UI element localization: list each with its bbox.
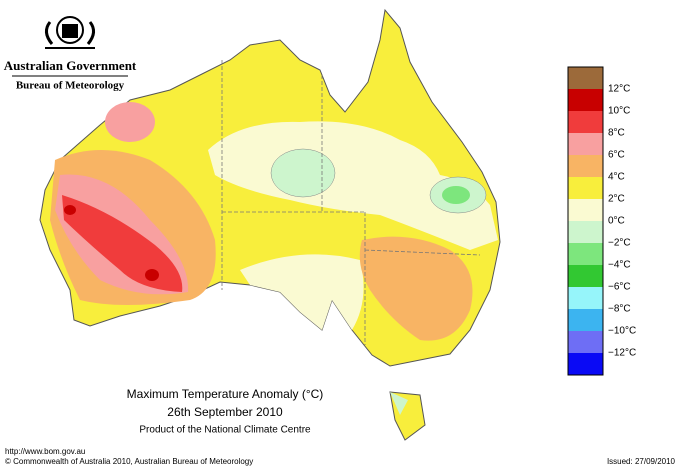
legend-label: 6°C — [608, 150, 625, 161]
legend-label: 12°C — [608, 84, 630, 95]
legend-label: 10°C — [608, 106, 630, 117]
bureau-name: Bureau of Meteorology — [16, 80, 125, 92]
government-name: Australian Government — [4, 58, 137, 73]
legend-swatch — [568, 287, 603, 309]
map-credit: Product of the National Climate Centre — [139, 425, 311, 436]
url: http://www.bom.gov.au — [5, 447, 85, 456]
legend-swatch — [568, 199, 603, 221]
legend-label: 4°C — [608, 172, 625, 183]
logo — [45, 16, 95, 49]
legend-label: −12°C — [608, 348, 636, 359]
legend-swatch — [568, 111, 603, 133]
legend-label: −8°C — [608, 304, 631, 315]
legend-swatch — [568, 221, 603, 243]
legend-swatch — [568, 133, 603, 155]
legend-swatch — [568, 243, 603, 265]
legend-swatch — [568, 155, 603, 177]
legend-swatch — [568, 309, 603, 331]
legend-swatch — [568, 89, 603, 111]
legend-swatch — [568, 265, 603, 287]
legend: 12°C 10°C 8°C 6°C 4°C 2°C 0°C −2°C −4°C −6°C −8°C −… — [567, 66, 636, 376]
australia-map — [39, 8, 501, 441]
legend-label: 2°C — [608, 194, 625, 205]
map-date: 26th September 2010 — [167, 405, 283, 419]
legend-swatch — [568, 331, 603, 353]
map-title: Maximum Temperature Anomaly (°C) — [127, 387, 324, 401]
legend-label: 8°C — [608, 128, 625, 139]
legend-label: −6°C — [608, 282, 631, 293]
legend-label: −10°C — [608, 326, 636, 337]
legend-label: −2°C — [608, 238, 631, 249]
legend-swatch — [568, 353, 603, 375]
copyright: © Commonwealth of Australia 2010, Austra… — [5, 457, 253, 466]
legend-swatch — [568, 177, 603, 199]
legend-swatch — [568, 67, 603, 89]
legend-label: −4°C — [608, 260, 631, 271]
issued-date: Issued: 27/09/2010 — [607, 457, 676, 466]
legend-label: 0°C — [608, 216, 625, 227]
